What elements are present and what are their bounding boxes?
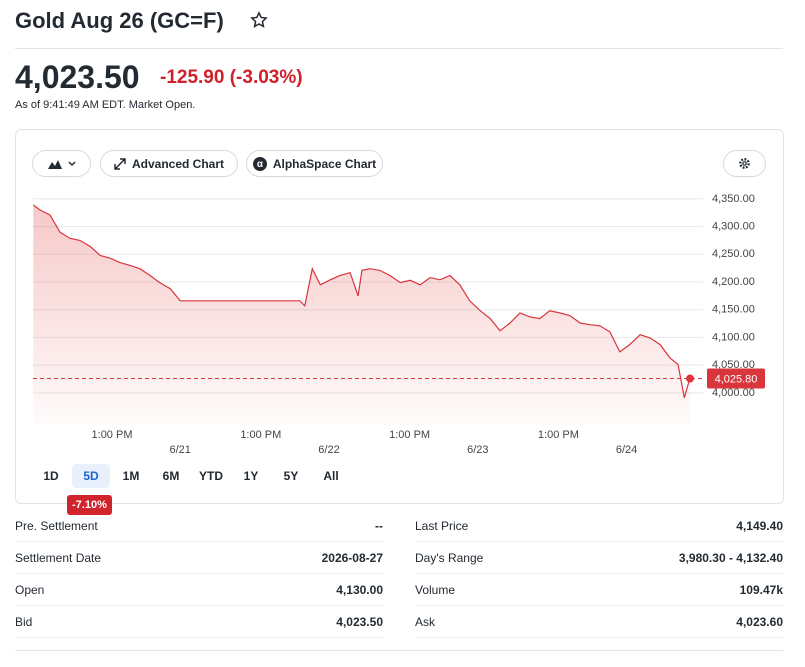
stat-row: Pre. Settlement -- [15, 510, 383, 542]
y-tick-label: 4,050.00 [712, 359, 755, 371]
stat-row: Bid 4,023.50 [15, 606, 383, 638]
y-tick-label: 4,100.00 [712, 331, 755, 343]
y-tick-label: 4,150.00 [712, 304, 755, 316]
range-button[interactable]: 1D [43, 469, 59, 483]
x-tick-label: 1:00 PM [240, 429, 281, 441]
icon: α [252, 156, 267, 171]
icon [739, 158, 750, 169]
stats-right: Last Price 4,149.40 Day's Range 3,980.30 - … [415, 510, 783, 638]
stat-row: Day's Range 3,980.30 - 4,132.40 [415, 542, 783, 574]
range-button[interactable]: 6M [162, 469, 180, 483]
advanced-chart-button[interactable]: Advanced Chart [100, 150, 238, 177]
as-of: As of 9:41:49 AM EDT. Market Open. [15, 99, 196, 111]
y-tick-label: 4,200.00 [712, 276, 755, 288]
alphaspace-button[interactable]: α AlphaSpace Chart [246, 150, 383, 177]
stat-label: Ask [415, 614, 436, 629]
x-tick-label: 1:00 PM [92, 429, 133, 441]
stats-left: Pre. Settlement -- Settlement Date 2026-08-… [15, 510, 383, 638]
range-change: -7.10% [67, 495, 112, 515]
stat-value: 4,130.00 [336, 582, 383, 597]
date-tick-label: 6/24 [616, 444, 637, 456]
stat-label: Volume [415, 582, 456, 597]
button-label: AlphaSpace Chart [272, 156, 377, 171]
stat-label: Settlement Date [15, 550, 102, 565]
y-tick-label: 4,000.00 [712, 387, 755, 399]
range-button[interactable]: 1M [122, 469, 140, 483]
stat-row: Ask 4,023.60 [415, 606, 783, 638]
stat-label: Pre. Settlement [15, 518, 98, 533]
stat-row: Settlement Date 2026-08-27 [15, 542, 383, 574]
range-button[interactable]: YTD [199, 469, 223, 483]
range-button[interactable]: 1Y [243, 469, 259, 483]
y-tick-label: 4,250.00 [712, 248, 755, 260]
stat-label: Open [15, 582, 45, 597]
stat-row: Last Price 4,149.40 [415, 510, 783, 542]
icon [47, 159, 62, 169]
last-price-dot [686, 374, 694, 383]
button-label: Advanced Chart [131, 156, 225, 171]
date-tick-label: 6/21 [169, 444, 190, 456]
price-area [33, 205, 690, 425]
icon [67, 160, 76, 166]
stat-value: 2026-08-27 [321, 550, 383, 565]
settings-button[interactable] [723, 150, 766, 177]
title: Gold Aug 26 (GC=F) [15, 8, 224, 33]
last-price-box [707, 368, 765, 389]
stat-value: 3,980.30 - 4,132.40 [678, 550, 783, 565]
svg-text:α: α [257, 159, 264, 170]
price-chart: 4,000.00 4,050.00 4,100.00 4,150.00 4,200.00… [32, 193, 765, 456]
stat-value: 4,023.60 [736, 614, 783, 629]
y-tick-label: 4,300.00 [712, 220, 755, 232]
stat-label: Day's Range [415, 550, 484, 565]
stat-label: Bid [15, 614, 33, 629]
stat-value: 4,149.40 [736, 518, 783, 533]
x-tick-label: 1:00 PM [538, 429, 579, 441]
range-button[interactable]: 5D [72, 464, 110, 488]
divider [15, 650, 783, 651]
icon [114, 157, 126, 170]
stat-label: Last Price [415, 518, 469, 533]
change: -125.90 [160, 67, 225, 88]
change-percent: (-3.03%) [229, 67, 303, 88]
date-tick-label: 6/22 [318, 444, 339, 456]
price-change: -125.90 (-3.03%) [160, 67, 303, 89]
y-tick-label: 4,350.00 [712, 193, 755, 205]
price: 4,023.50 [15, 59, 140, 95]
last-price-label: 4,025.80 [715, 373, 758, 385]
stat-value: 109.47k [739, 582, 783, 597]
divider [15, 48, 783, 49]
x-tick-label: 1:00 PM [389, 429, 430, 441]
chart-card [15, 129, 784, 504]
stat-value: 4,023.50 [336, 614, 383, 629]
range-button[interactable]: All [323, 469, 339, 483]
chart-type-button[interactable] [32, 150, 91, 177]
price-line [32, 204, 691, 398]
date-tick-label: 6/23 [467, 444, 488, 456]
watchlist-star[interactable] [250, 11, 268, 29]
stat-row: Open 4,130.00 [15, 574, 383, 606]
stat-value: -- [375, 518, 383, 533]
range-button[interactable]: 5Y [283, 469, 299, 483]
stat-row: Volume 109.47k [415, 574, 783, 606]
